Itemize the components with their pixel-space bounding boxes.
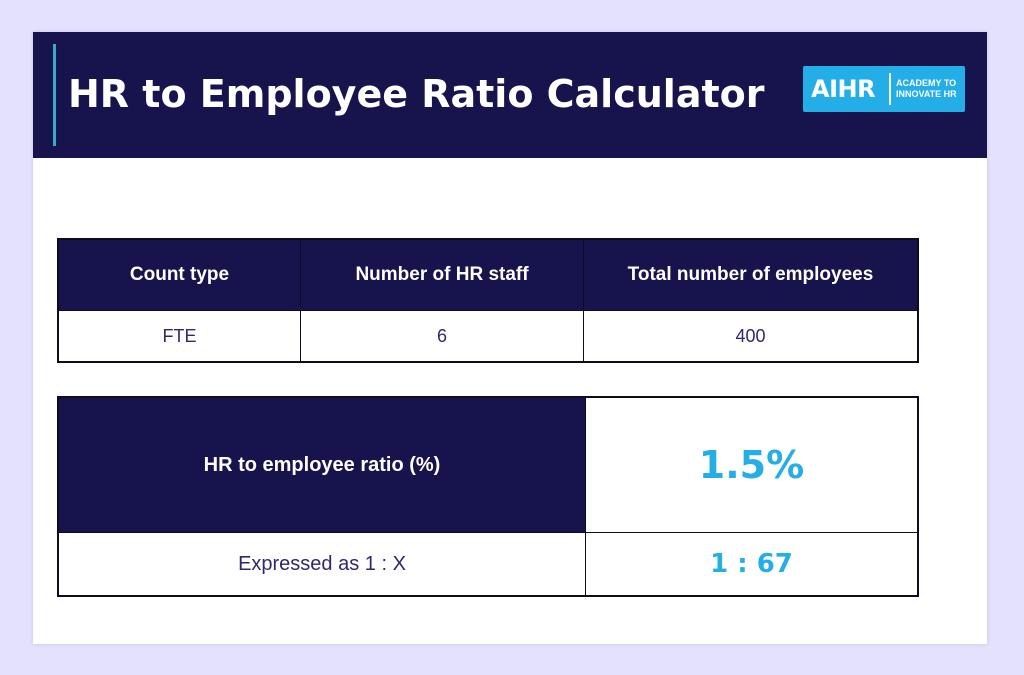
page-title: HR to Employee Ratio Calculator xyxy=(68,72,765,116)
logo-divider xyxy=(889,73,891,105)
calculator-card: HR to Employee Ratio Calculator AIHR ACA… xyxy=(33,32,987,644)
logo-wordmark: AIHR xyxy=(811,75,876,103)
column-header-hr-staff: Number of HR staff xyxy=(300,238,584,311)
logo-tagline: ACADEMY TO INNOVATE HR xyxy=(896,78,957,99)
result-table: HR to employee ratio (%) 1.5% Expressed … xyxy=(57,396,919,597)
hr-staff-cell: 6 xyxy=(300,310,584,363)
input-table: Count type Number of HR staff Total numb… xyxy=(57,238,919,363)
ratio-value: 1.5% xyxy=(585,396,919,533)
aihr-logo: AIHR ACADEMY TO INNOVATE HR xyxy=(803,66,965,112)
table-row: FTE 6 400 xyxy=(57,310,919,363)
expressed-row: Expressed as 1 : X 1 : 67 xyxy=(57,532,919,597)
column-header-total-employees: Total number of employees xyxy=(583,238,919,311)
ratio-label: HR to employee ratio (%) xyxy=(57,396,586,533)
input-table-header-row: Count type Number of HR staff Total numb… xyxy=(57,238,919,311)
expressed-label: Expressed as 1 : X xyxy=(57,532,586,597)
count-type-cell: FTE xyxy=(57,310,301,363)
ratio-row: HR to employee ratio (%) 1.5% xyxy=(57,396,919,533)
header-accent-bar xyxy=(53,44,56,146)
expressed-value: 1 : 67 xyxy=(585,532,919,597)
total-employees-cell: 400 xyxy=(583,310,919,363)
header-banner: HR to Employee Ratio Calculator AIHR ACA… xyxy=(33,32,987,158)
column-header-count-type: Count type xyxy=(57,238,301,311)
